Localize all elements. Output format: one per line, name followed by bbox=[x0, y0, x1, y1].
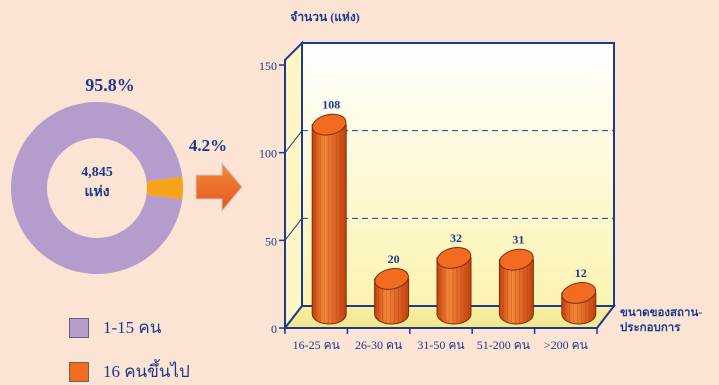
y-tick-label: 100 bbox=[259, 147, 277, 161]
x-tick-label: 51-200 คน bbox=[477, 338, 530, 352]
bar-top bbox=[499, 248, 534, 271]
bar-top bbox=[561, 282, 597, 304]
legend-item-1-15: 1-15 คน bbox=[69, 314, 161, 341]
bar-body bbox=[374, 278, 410, 325]
bar-chart: 0 50 100 150 108 20 32 31 12 16-25 คน 26-30 คน 31… bbox=[259, 10, 702, 352]
bar: 108 bbox=[311, 98, 347, 325]
bars: 108 20 32 31 12 bbox=[311, 98, 597, 325]
y-tick-label: 0 bbox=[271, 322, 277, 336]
x-tick-label: 16-25 คน bbox=[293, 338, 340, 352]
arrow-icon bbox=[195, 161, 243, 213]
x-tick-label: 31-50 คน bbox=[417, 338, 464, 352]
legend-swatch-1-15 bbox=[69, 317, 89, 338]
x-axis-title-line-2: ประกอบการ bbox=[620, 321, 681, 334]
y-tick-label: 50 bbox=[265, 234, 277, 248]
donut-hole bbox=[47, 138, 147, 238]
gridline-side bbox=[284, 218, 303, 241]
bar-value-label: 20 bbox=[388, 252, 400, 266]
bar: 20 bbox=[374, 252, 410, 325]
bar: 32 bbox=[436, 231, 472, 325]
donut-total-unit: แห่ง bbox=[84, 184, 109, 200]
legend-label-1-15: 1-15 คน bbox=[103, 318, 162, 337]
legend-swatch-16-plus bbox=[69, 361, 89, 382]
y-axis-title: จำนวน (แห่ง) bbox=[290, 10, 359, 24]
bar-value-label: 12 bbox=[575, 266, 587, 280]
pie-percent-1-15: 95.8% bbox=[85, 75, 135, 95]
bar: 12 bbox=[561, 266, 597, 325]
bar-body bbox=[498, 259, 534, 325]
bar-body bbox=[311, 124, 347, 325]
bar-value-label: 31 bbox=[512, 233, 524, 247]
x-tick-label: 26-30 คน bbox=[355, 338, 402, 352]
chart-side-wall bbox=[284, 40, 303, 331]
x-tick-label: >200 คน bbox=[544, 338, 588, 352]
y-tick-label: 150 bbox=[259, 59, 277, 73]
bar-value-label: 32 bbox=[450, 231, 462, 245]
bar-top bbox=[311, 113, 347, 136]
legend-label-16-plus: 16 คนขึ้นไป bbox=[103, 362, 190, 381]
legend-item-16-plus: 16 คนขึ้นไป bbox=[69, 358, 190, 385]
bar: 31 bbox=[498, 233, 534, 325]
bar-body bbox=[436, 257, 472, 325]
bar-top bbox=[436, 246, 472, 269]
donut-total-value: 4,845 bbox=[81, 165, 113, 180]
bar-top bbox=[374, 268, 409, 290]
x-axis-title-line-1: ขนาดของสถาน- bbox=[620, 307, 702, 319]
y-axis-ticks: 0 50 100 150 bbox=[259, 59, 285, 336]
gridlines bbox=[284, 130, 614, 241]
donut-chart: 4,845 แห่ง 95.8% 4.2% bbox=[10, 75, 227, 275]
gridline-side bbox=[284, 130, 303, 153]
pie-percent-16-plus: 4.2% bbox=[189, 136, 227, 155]
bar-value-label: 108 bbox=[322, 98, 340, 112]
x-axis-ticks: 16-25 คน 26-30 คน 31-50 คน 51-200 คน >200 คน bbox=[284, 328, 598, 352]
